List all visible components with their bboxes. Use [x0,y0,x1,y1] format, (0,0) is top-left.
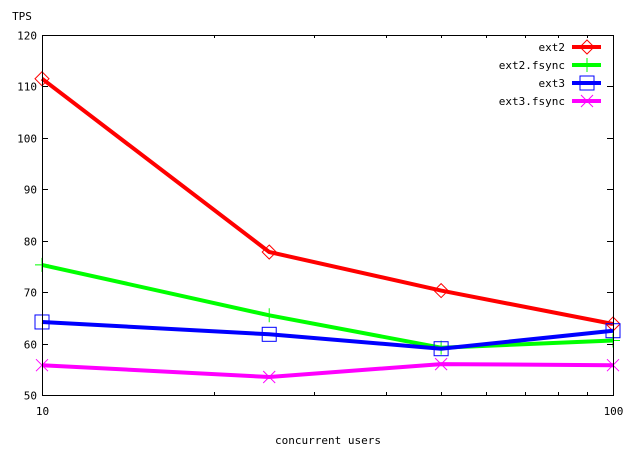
legend-label-ext2: ext2 [539,41,566,54]
legend-label-ext3: ext3 [539,77,566,90]
data-point-ext3 [261,326,277,342]
x-tick-label: 10 [36,405,49,418]
series-line-ext2 [40,77,614,326]
x-axis-title: concurrent users [275,434,381,447]
legend-marker-ext3 [579,75,595,91]
plot-frame [42,35,614,396]
legend-marker-ext2 [579,39,595,55]
y-tick-label: 80 [24,236,37,249]
series-line-ext2-fsync [41,262,614,350]
series-line-ext3 [41,320,614,351]
data-point-ext3-fsync [434,357,448,371]
legend-marker-ext3-fsync [580,94,594,108]
data-point-ext2 [261,244,277,260]
y-tick-label: 110 [17,81,37,94]
legend-label-ext3-fsync: ext3.fsync [499,95,565,108]
data-point-ext3-fsync [262,370,276,384]
data-point-ext3 [433,341,449,357]
y-tick-label: 100 [17,133,37,146]
series-layer [34,71,621,384]
y-tick-label: 60 [24,339,37,352]
x-tick-label: 100 [604,405,624,418]
y-tick-label: 120 [17,30,37,43]
tick-layer: 50 60 70 80 90 100 110 120 10 100 [17,30,623,419]
legend: ext2 ext2.fsync ext3 ext3.fsync [499,39,601,108]
data-point-ext2-fsync [262,308,277,323]
series-line-ext3-fsync [41,362,614,380]
legend-marker-ext2-fsync [580,58,594,72]
y-tick-label: 50 [24,390,37,403]
y-tick-label: 70 [24,287,37,300]
data-point-ext2 [433,282,449,299]
legend-label-ext2-fsync: ext2.fsync [499,59,565,72]
y-axis-title: TPS [12,10,32,23]
y-tick-label: 90 [24,184,37,197]
